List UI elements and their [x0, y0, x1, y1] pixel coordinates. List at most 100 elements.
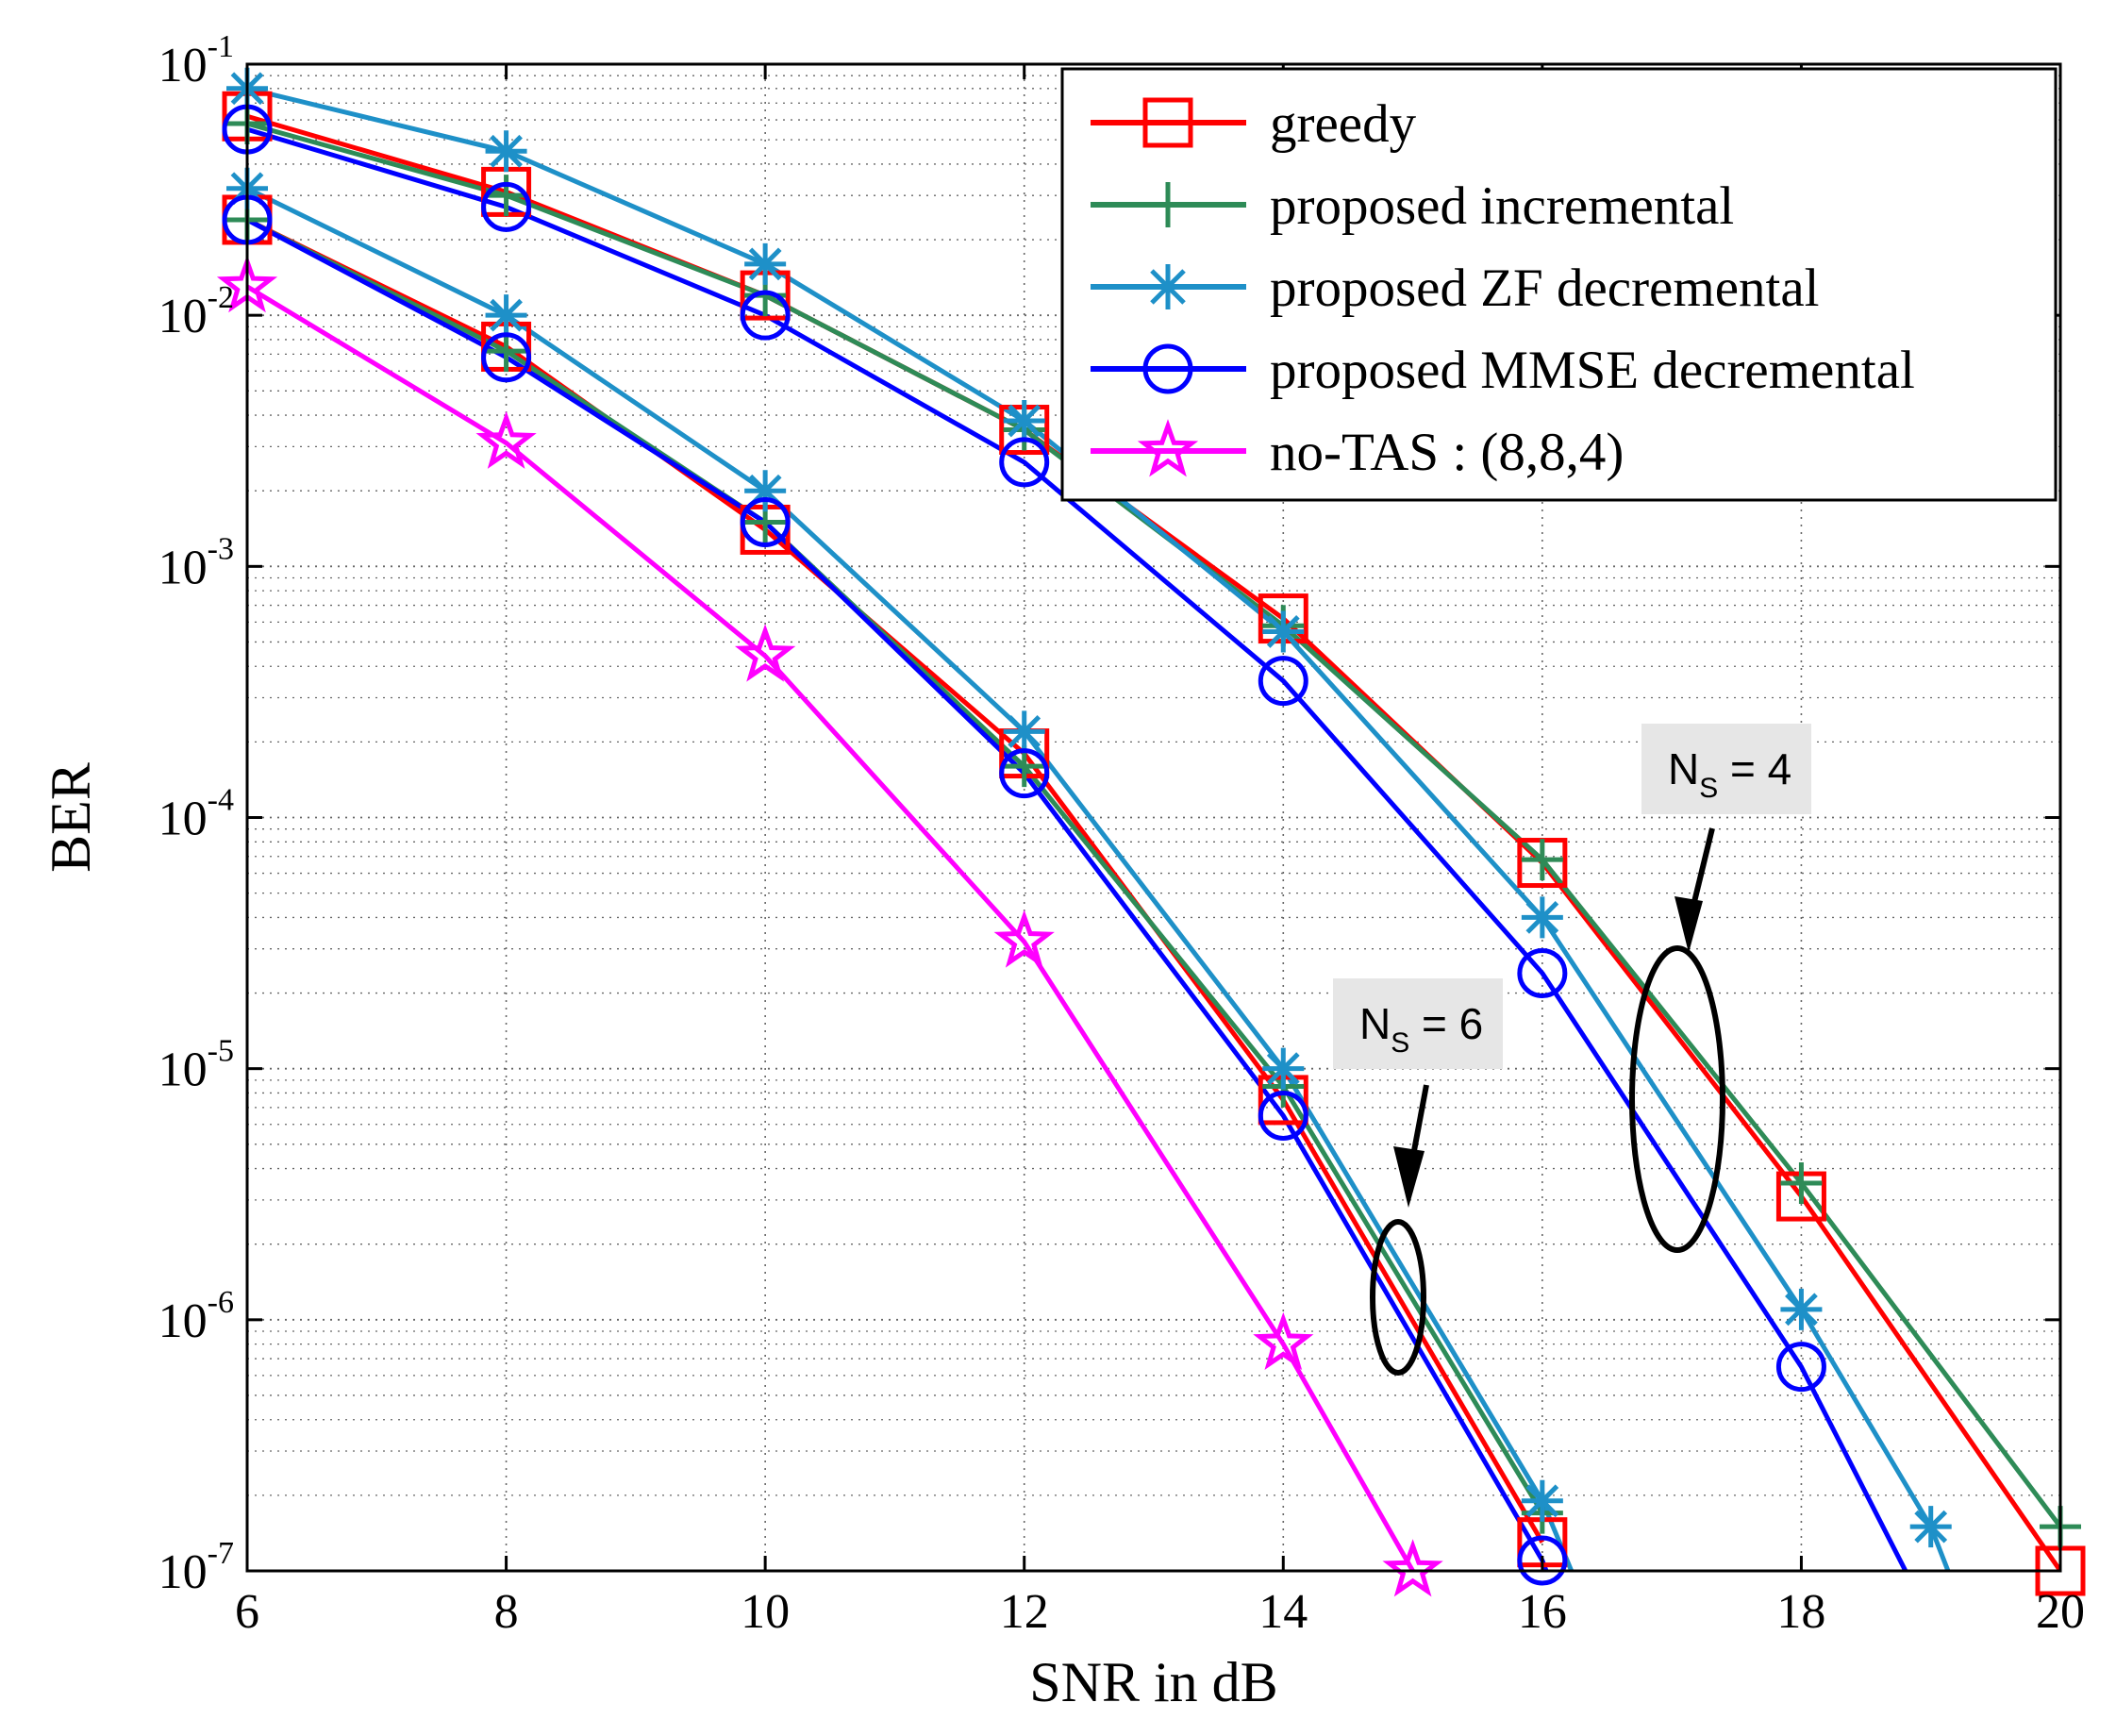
y-tick-label: 10-3 [158, 531, 234, 594]
marker-asterisk-shape [1262, 610, 1305, 653]
marker-plus [485, 175, 527, 217]
annotations: NS = 4 NS = 6 [1333, 724, 1811, 1376]
legend-entry: greedy [1091, 94, 1417, 154]
marker-plus-shape [485, 175, 527, 217]
x-tick-label: 6 [235, 1585, 259, 1639]
marker-circle-shape [481, 181, 532, 232]
marker-square-shape [1142, 97, 1193, 148]
marker-asterisk [485, 294, 527, 337]
marker-plus [485, 330, 527, 373]
marker-circle-shape [1775, 1342, 1826, 1393]
marker-circle-shape [740, 496, 791, 547]
annotation-ns4-text: NS = 4 [1668, 744, 1791, 804]
series-line-NS=6 [247, 217, 1545, 1514]
marker-star-shape [475, 410, 537, 469]
marker-star-shape [1137, 419, 1199, 477]
marker-asterisk-shape [744, 242, 787, 285]
marker-asterisk [744, 242, 787, 285]
x-tick-label: 14 [1258, 1585, 1308, 1639]
marker-asterisk [1780, 1288, 1823, 1330]
marker-circle [1142, 343, 1193, 394]
marker-star [734, 624, 796, 682]
marker-star [475, 410, 537, 469]
legend-label: greedy [1270, 94, 1417, 154]
axis-ticks: 6 8 10 12 14 16 18 20 10-1 10-2 10-3 10-4 10-5 10-6 10… [158, 29, 2085, 1639]
x-axis-title: SNR in dB [1029, 1651, 1277, 1713]
marker-circle [1258, 1090, 1308, 1141]
y-tick-label: 10-5 [158, 1034, 234, 1097]
marker-asterisk [1003, 400, 1045, 442]
marker-star [1382, 1539, 1443, 1597]
marker-circle-shape [1258, 1090, 1308, 1141]
marker-asterisk-shape [1003, 710, 1045, 753]
marker-plus [1521, 839, 1563, 881]
marker-asterisk [1145, 264, 1191, 309]
series-line-ref [247, 284, 1415, 1571]
marker-asterisk [1521, 1479, 1563, 1522]
marker-plus [1145, 182, 1191, 227]
marker-plus-shape [1780, 1162, 1823, 1205]
annotation-ns6-text: NS = 6 [1359, 999, 1483, 1059]
x-tick-label: 18 [1776, 1585, 1825, 1639]
marker-circle [740, 496, 791, 547]
marker-circle-shape [1517, 1535, 1568, 1586]
annotation-ns6: NS = 6 [1333, 978, 1503, 1069]
marker-asterisk [1521, 896, 1563, 939]
marker-circle [481, 181, 532, 232]
marker-asterisk-shape [485, 130, 527, 173]
marker-star [993, 910, 1055, 968]
x-tick-label: 16 [1518, 1585, 1567, 1639]
marker-star [1253, 1311, 1314, 1370]
arrow-ns6-head [1393, 1146, 1425, 1208]
marker-asterisk [1262, 1047, 1305, 1090]
marker-plus-shape [1145, 182, 1191, 227]
legend-label: proposed MMSE decremental [1270, 341, 1915, 400]
legend-entry: no-TAS : (8,8,4) [1091, 419, 1624, 482]
y-tick-label: 10-1 [158, 29, 234, 92]
marker-asterisk-shape [744, 470, 787, 512]
legend-label: no-TAS : (8,8,4) [1270, 423, 1624, 482]
x-tick-label: 10 [741, 1585, 790, 1639]
marker-asterisk-shape [1003, 400, 1045, 442]
marker-asterisk-shape [1780, 1288, 1823, 1330]
marker-asterisk-shape [1521, 1479, 1563, 1522]
y-tick-label: 10-4 [158, 783, 234, 846]
y-axis-title: BER [40, 762, 102, 873]
marker-star-shape [1382, 1539, 1443, 1597]
marker-plus [1780, 1162, 1823, 1205]
marker-asterisk [485, 130, 527, 173]
series-line-NS=4 [247, 126, 1908, 1571]
marker-circle [999, 437, 1050, 488]
marker-asterisk [1003, 710, 1045, 753]
legend-entry: proposed MMSE decremental [1091, 341, 1915, 400]
legend: greedy proposed incremental proposed ZF de… [1060, 67, 2058, 502]
marker-circle [481, 332, 532, 383]
marker-star-shape [1253, 1311, 1314, 1370]
legend-entry: proposed ZF decremental [1091, 259, 1819, 318]
marker-star-shape [993, 910, 1055, 968]
marker-circle-shape [999, 437, 1050, 488]
marker-asterisk [744, 470, 787, 512]
marker-circle-shape [1517, 947, 1568, 998]
arrow-ns6-shaft [1410, 1084, 1429, 1157]
x-tick-label: 8 [494, 1585, 519, 1639]
marker-circle-shape [999, 748, 1050, 799]
arrow-ns4-shaft [1691, 827, 1715, 907]
marker-circle [999, 748, 1050, 799]
marker-circle [1775, 1342, 1826, 1393]
y-tick-label: 10-2 [158, 280, 234, 343]
ellipse-ns6 [1370, 1219, 1426, 1376]
y-tick-label: 10-6 [158, 1285, 234, 1348]
marker-circle-shape [1142, 343, 1193, 394]
marker-asterisk-shape [1521, 896, 1563, 939]
marker-circle [740, 290, 791, 341]
marker-circle [1517, 947, 1568, 998]
annotation-ns4-box [1641, 724, 1811, 814]
marker-star [1137, 419, 1199, 477]
marker-circle [1258, 656, 1308, 707]
marker-square [1142, 97, 1193, 148]
marker-asterisk-shape [1262, 1047, 1305, 1090]
x-tick-label: 20 [2036, 1585, 2085, 1639]
arrow-ns4-head [1674, 896, 1703, 953]
